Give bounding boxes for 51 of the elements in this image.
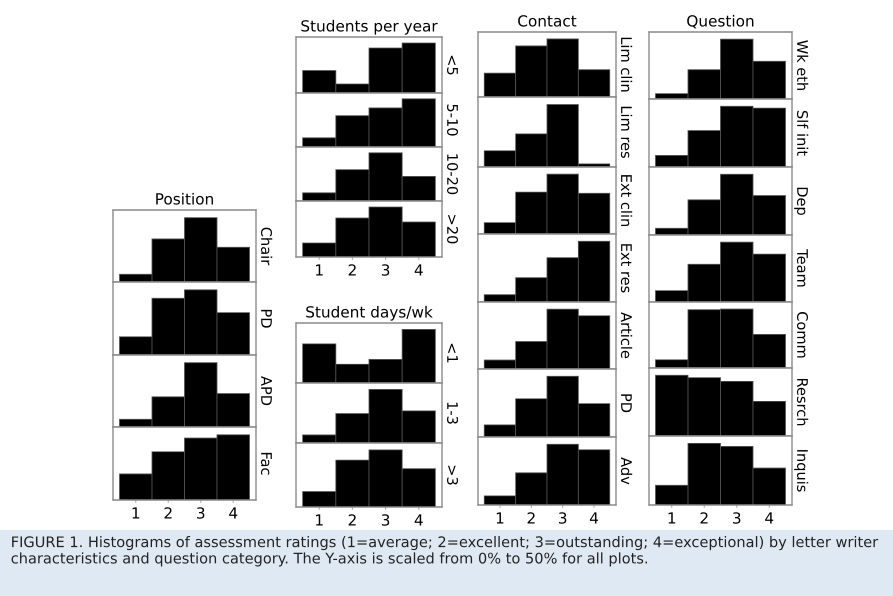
y2-axis-title: Wk eth [796, 40, 808, 90]
x-tick-label: 1 [668, 512, 676, 524]
chart-title: Contact [518, 15, 576, 27]
y2-axis-title: Team [796, 249, 808, 287]
x-tick-label: 1 [132, 507, 140, 519]
x-tick-label: 4 [229, 507, 238, 519]
x-tick-label: 3 [558, 512, 566, 524]
x-tick-label: 1 [316, 514, 323, 526]
y2-axis-title: Ext res [620, 244, 632, 293]
y2-axis-title: PD [261, 310, 272, 328]
y2-axis-title: APD [261, 376, 272, 406]
y2-axis-title: 1-3 [447, 402, 458, 424]
chart-title: Students per year [301, 20, 438, 35]
y2-axis-title: Lim clin [620, 38, 632, 92]
x-tick-label: 2 [348, 514, 356, 526]
y2-axis-title: Inquis [794, 450, 808, 492]
chart-title: Question [687, 14, 754, 28]
y2-axis-title: Slf init [796, 110, 808, 156]
x-tick-label: 4 [590, 512, 598, 524]
y2-axis-title: PD [621, 394, 632, 412]
y2-axis-title: >3 [447, 466, 458, 485]
x-tick-label: 1 [316, 264, 323, 276]
y2-axis-title: Comm [796, 312, 808, 358]
y2-axis-title: Dep [794, 188, 808, 215]
x-tick-label: 3 [382, 514, 390, 526]
x-tick-label: 3 [382, 264, 390, 276]
y2-axis-title: <1 [447, 344, 458, 362]
x-tick-label: 4 [414, 264, 423, 276]
chart-title: Student days/wk [306, 306, 433, 321]
y2-axis-title: Lim res [620, 106, 632, 158]
y2-axis-title: Adv [620, 457, 632, 484]
y2-axis-title: Fac [260, 452, 272, 475]
x-tick-label: 2 [700, 512, 708, 524]
y2-axis-title: Ext clin [620, 175, 632, 226]
x-tick-label: 3 [197, 507, 204, 519]
x-tick-label: 1 [496, 512, 504, 524]
x-tick-label: 2 [528, 512, 535, 524]
x-tick-label: 2 [348, 264, 356, 276]
y2-axis-title: 5-10 [447, 104, 458, 136]
y2-axis-title: <5 [447, 56, 458, 74]
caption: FIGURE 1. Histograms of assessment ratings (1=average; 2=excellent; 3=outstanding; 4=exceptional) by letter writer characteristics and question category. The Y-axis is scaled from 0% to 50% for all plots. [12, 536, 878, 566]
y2-axis-title: Resrch [796, 378, 808, 426]
y2-axis-title: 10-20 [447, 154, 458, 194]
x-tick-label: 4 [414, 514, 423, 526]
x-tick-label: 3 [733, 512, 740, 524]
y2-axis-title: Chair [260, 228, 272, 266]
y2-axis-title: Article [620, 312, 632, 358]
y2-axis-title: >20 [447, 215, 458, 244]
x-tick-label: 4 [765, 512, 774, 524]
x-tick-label: 2 [164, 507, 172, 519]
chart-title: Position [156, 192, 213, 205]
